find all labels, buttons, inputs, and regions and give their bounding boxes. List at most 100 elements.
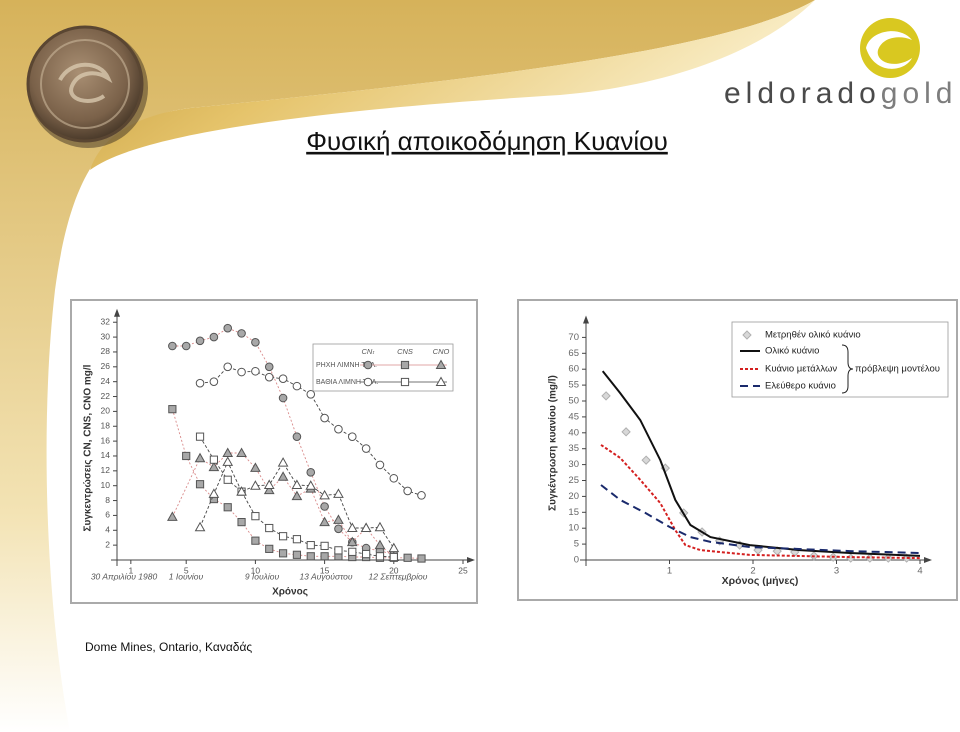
y-tick-label: 4 [105, 525, 110, 535]
data-point [263, 479, 275, 489]
y-tick-label: 24 [101, 376, 111, 386]
data-point [223, 362, 233, 372]
legend-marker [435, 376, 447, 386]
y-tick-label: 18 [101, 421, 111, 431]
caption: Dome Mines, Ontario, Καναδάς [85, 640, 252, 654]
y-tick-label: 28 [101, 346, 111, 356]
data-point [360, 522, 372, 533]
date-label: 30 Απριλίου 1980 [91, 571, 158, 581]
data-point [362, 549, 371, 559]
legend-column: CNS [397, 347, 413, 356]
data-point [403, 553, 412, 562]
data-point [334, 424, 343, 434]
data-point [374, 521, 386, 532]
data-point [347, 432, 357, 441]
data-point [264, 362, 274, 372]
data-point [208, 461, 220, 472]
data-point [346, 522, 358, 533]
data-point [209, 377, 219, 386]
legend-marker [742, 330, 752, 340]
data-point [237, 518, 246, 527]
data-point [194, 452, 206, 463]
legend-label: Ολικό κυάνιο [765, 346, 819, 357]
x-axis-arrow [467, 557, 475, 563]
x-tick-label: 4 [917, 566, 922, 577]
data-point [306, 390, 316, 399]
data-point [277, 457, 289, 467]
data-point [319, 489, 330, 500]
data-point [250, 480, 261, 490]
logo: eldoradogold [724, 18, 957, 110]
data-point [223, 503, 232, 512]
legend-label: Ελεύθερο κυάνιο [765, 381, 836, 392]
x-axis-label: Χρόνος [272, 587, 308, 598]
x-tick-label: 5 [184, 565, 189, 575]
logo-second: gold [881, 77, 958, 110]
data-point [251, 337, 260, 347]
y-axis-arrow [114, 308, 120, 317]
data-point [278, 374, 288, 384]
data-point [320, 413, 329, 423]
date-label: 12 Σεπτεμβρίου [369, 571, 428, 581]
data-point [265, 523, 274, 533]
y-tick-label: 30 [101, 331, 111, 341]
y-tick-label: 40 [568, 427, 579, 438]
series-line [601, 370, 921, 557]
legend-label: Κυάνιο μετάλλων [765, 364, 837, 375]
data-point [306, 552, 315, 561]
data-point [292, 381, 302, 391]
data-point [333, 488, 344, 498]
y-tick-label: 5 [574, 539, 579, 550]
data-point [292, 550, 302, 559]
x-tick-label: 10 [251, 565, 261, 575]
data-point [277, 471, 289, 481]
date-label: 13 Αυγούστου [299, 571, 352, 581]
data-point [222, 456, 234, 466]
legend-row: ΡΗΧΗ ΛΙΜΝΗ ΤΕΛ. [316, 362, 377, 369]
data-point [251, 536, 260, 545]
data-point [346, 536, 358, 547]
data-point [168, 341, 177, 351]
data-point [236, 486, 247, 496]
y-tick-label: 26 [101, 361, 111, 371]
data-point [209, 332, 219, 342]
legend-marker [363, 377, 373, 387]
data-point [237, 367, 246, 377]
y-tick-label: 10 [568, 523, 579, 534]
data-point [195, 432, 205, 441]
data-point [251, 512, 260, 521]
coin-emblem [26, 25, 148, 148]
data-point [291, 490, 303, 501]
data-point [194, 521, 206, 532]
y-tick-label: 14 [101, 450, 111, 460]
y-tick-label: 45 [568, 411, 579, 422]
data-point [209, 455, 218, 464]
legend-box [731, 321, 949, 398]
y-tick-label: 20 [568, 491, 579, 502]
x-axis-label: Χρόνος (μήνες) [722, 575, 799, 587]
legend-marker [400, 377, 410, 387]
y-tick-label: 25 [568, 475, 579, 486]
legend-marker [435, 359, 447, 369]
data-point [167, 511, 178, 521]
data-point [292, 432, 302, 441]
y-tick-label: 30 [568, 459, 579, 470]
logo-text: eldoradogold [724, 77, 957, 110]
chart-right: 0 5 10 15 20 25 30 35 40 45 50 55 60 65 70 1 2 3 4 Χρόνος (… [548, 315, 949, 587]
y-tick-label: 65 [568, 348, 579, 359]
y-tick-label: 55 [568, 380, 579, 391]
data-point [265, 544, 274, 553]
series-line [171, 452, 395, 558]
legend-marker [400, 360, 410, 370]
data-point [333, 514, 344, 524]
data-point [319, 516, 330, 527]
y-tick-label: 12 [101, 465, 111, 475]
x-tick-label: 3 [834, 566, 839, 577]
y-tick-label: 50 [568, 396, 579, 407]
y-tick-label: 32 [101, 316, 111, 326]
x-tick-label: 2 [750, 566, 755, 577]
legend-box [312, 343, 454, 392]
data-point [334, 546, 343, 555]
